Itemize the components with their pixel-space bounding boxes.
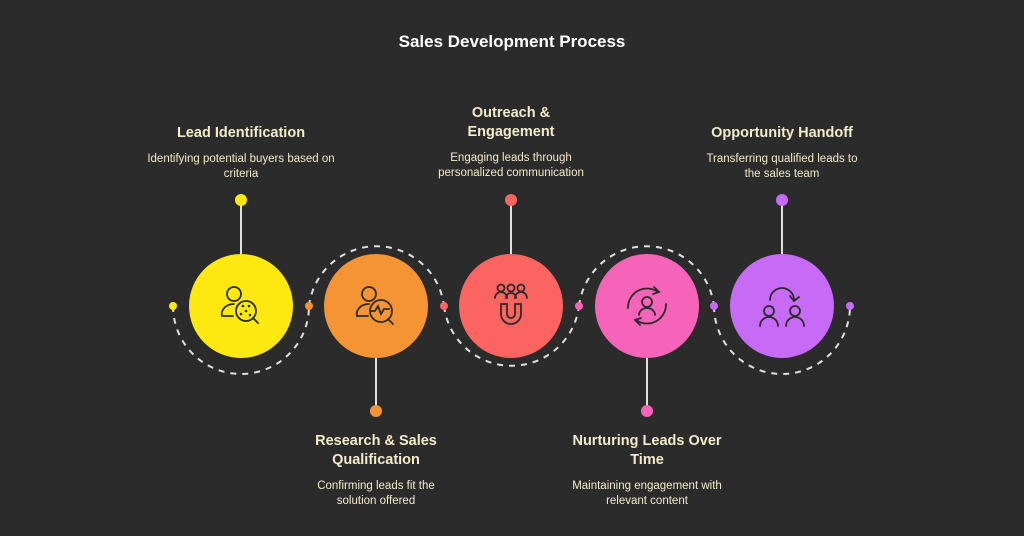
step-title: Research & Sales Qualification bbox=[315, 433, 437, 468]
step-title: Nurturing Leads Over Time bbox=[572, 433, 722, 468]
step-description: Transferring qualified leads to the sale… bbox=[706, 153, 858, 180]
step-opportunity-handoff: Opportunity Handoff Transferring qualifi… bbox=[682, 124, 882, 182]
connector-arc bbox=[172, 305, 310, 375]
magnet-people-icon bbox=[494, 283, 528, 325]
pin-dots bbox=[235, 194, 788, 417]
connector-arc bbox=[308, 245, 445, 307]
step-title: Lead Identification bbox=[176, 125, 306, 141]
user-cycle-icon bbox=[627, 286, 667, 326]
user-search-dots-icon bbox=[220, 286, 259, 324]
connector-arc bbox=[578, 245, 715, 307]
step-title: Opportunity Handoff bbox=[711, 125, 853, 141]
step-lead-identification: Lead Identification Identifying potentia… bbox=[141, 124, 341, 182]
connector-arc bbox=[443, 305, 580, 367]
step-nurturing-leads: Nurturing Leads Over Time Maintaining en… bbox=[547, 432, 747, 509]
user-search-chart-icon bbox=[355, 286, 394, 325]
step-circle bbox=[730, 254, 834, 358]
step-description: Maintaining engagement with relevant con… bbox=[572, 480, 722, 507]
step-circle bbox=[459, 254, 563, 358]
step-description: Confirming leads fit the solution offere… bbox=[317, 480, 435, 507]
step-description: Engaging leads through personalized comm… bbox=[438, 152, 584, 179]
step-title: Outreach & Engagement bbox=[467, 105, 555, 140]
step-description: Identifying potential buyers based on cr… bbox=[147, 153, 335, 180]
step-research-qualification: Research & Sales Qualification Confirmin… bbox=[276, 432, 476, 509]
step-circle bbox=[324, 254, 428, 358]
connector-arc bbox=[713, 305, 851, 375]
step-outreach-engagement: Outreach & Engagement Engaging leads thr… bbox=[411, 104, 611, 181]
connector-dots bbox=[169, 302, 854, 310]
user-handoff-icon bbox=[759, 287, 805, 327]
diagram-title: Sales Development Process bbox=[398, 32, 626, 51]
step-circle bbox=[595, 254, 699, 358]
step-circle bbox=[189, 254, 293, 358]
